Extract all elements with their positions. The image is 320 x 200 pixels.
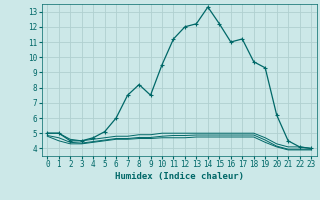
X-axis label: Humidex (Indice chaleur): Humidex (Indice chaleur) [115,172,244,181]
